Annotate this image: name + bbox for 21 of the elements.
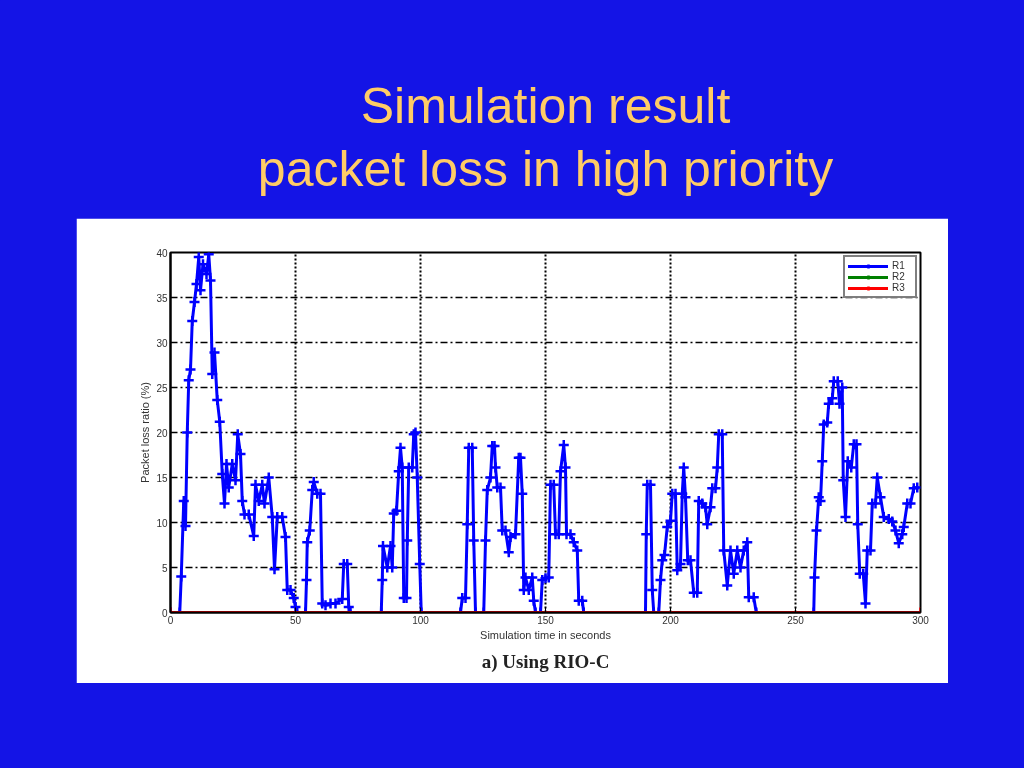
x-tick-label: 300 [912,614,930,626]
text: a) Using RIO-C [481,650,610,673]
y-tick-label: 10 [156,517,168,529]
x-tick-label: 150 [537,614,555,626]
y-tick-label: 40 [156,247,168,259]
y-tick-label: 20 [156,427,168,439]
x-tick-label: 250 [787,614,805,626]
y-tick-label: 15 [156,472,168,484]
x-tick-label: 50 [289,614,302,626]
y-axis-title: Packet loss ratio (%) [139,382,152,483]
y-tick-label: 5 [161,562,168,574]
chart-title: Simulation result packet loss in high priority [257,77,834,197]
legend-label: R1 [892,260,906,271]
x-axis-title: Simulation time in seconds [480,628,612,641]
legend-label: R3 [892,282,906,293]
x-tick-label: 100 [412,614,430,626]
y-tick-label: 35 [156,292,168,304]
y-tick-label: 30 [156,337,168,349]
legend-label: R2 [892,271,906,282]
y-tick-label: 25 [156,382,168,394]
x-tick-label: 200 [662,614,680,626]
